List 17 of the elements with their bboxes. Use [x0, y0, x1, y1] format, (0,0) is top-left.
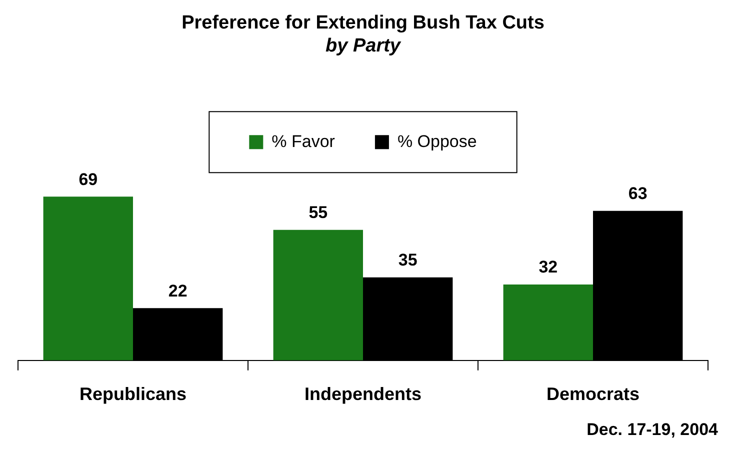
bar [43, 196, 133, 360]
x-tick-label: Democrats [546, 384, 640, 404]
data-label: 35 [398, 250, 418, 270]
legend-label: % Oppose [397, 132, 477, 151]
chart-subtitle: by Party [326, 35, 402, 56]
legend-label: % Favor [272, 132, 336, 151]
data-label: 69 [78, 170, 98, 189]
bar [273, 230, 363, 360]
data-label: 32 [538, 258, 558, 277]
data-label: 63 [628, 184, 648, 204]
data-label: 22 [168, 281, 188, 300]
data-label: 55 [308, 203, 328, 222]
chart-title: Preference for Extending Bush Tax Cuts [182, 12, 544, 34]
x-tick-label: Republicans [79, 384, 187, 404]
bar [503, 284, 593, 360]
text: Dec. 17-19, 2004 [586, 420, 719, 440]
x-tick-label: Independents [304, 384, 422, 404]
